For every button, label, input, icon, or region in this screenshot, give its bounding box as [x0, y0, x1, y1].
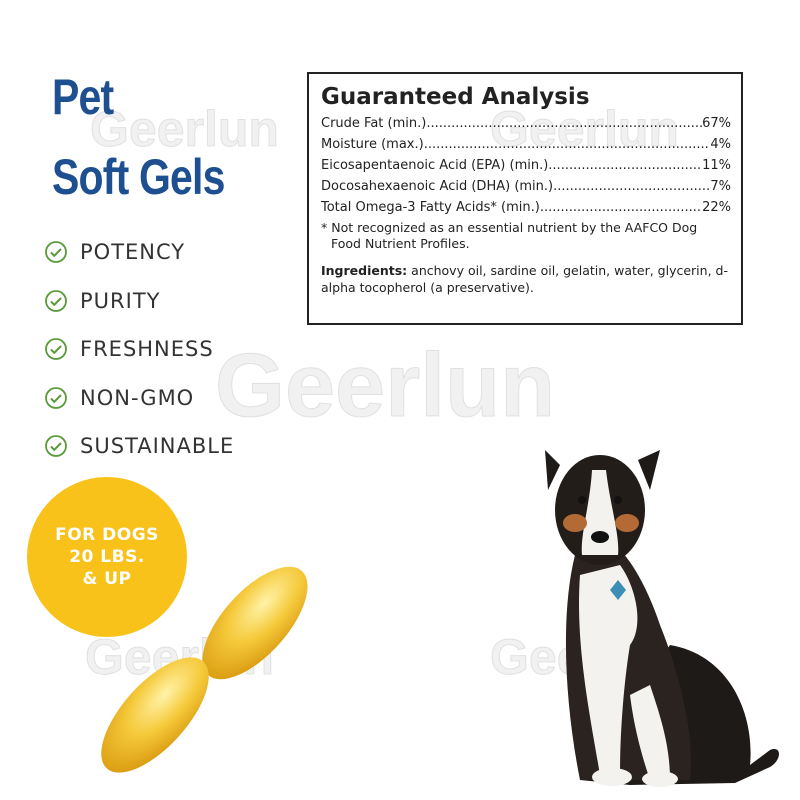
analysis-footnote: * Not recognized as an essential nutrien…: [321, 220, 698, 251]
softgel-capsules-image: [101, 566, 308, 773]
feature-label: NON-GMO: [80, 385, 195, 410]
softgel: [202, 566, 308, 680]
feature-label: SUSTAINABLE: [80, 434, 235, 459]
heading-pet: Pet: [52, 69, 114, 125]
feature-item: POTENCY: [44, 228, 234, 277]
check-circle-icon: [45, 289, 67, 312]
row-value: 4%: [710, 137, 731, 152]
ingredients-label: Ingredients:: [321, 263, 408, 278]
check-circle-icon: [45, 435, 67, 458]
guaranteed-analysis-panel: Guaranteed Analysis Crude Fat (min.)67% …: [307, 72, 743, 325]
analysis-title: Guaranteed Analysis: [321, 84, 590, 110]
row-value: 22%: [702, 200, 731, 215]
row-label: Eicosapentaenoic Acid (EPA) (min.): [321, 158, 549, 173]
feature-label: POTENCY: [80, 240, 186, 265]
row-value: 7%: [710, 179, 731, 194]
row-value: 67%: [702, 116, 731, 131]
ingredients: Ingredients: anchovy oil, sardine oil, g…: [321, 262, 731, 296]
dog-image: [545, 450, 779, 787]
check-circle-icon: [45, 241, 67, 264]
check-circle-icon: [45, 386, 67, 409]
check-circle-icon: [45, 338, 67, 361]
softgel: [101, 657, 209, 773]
feature-item: NON-GMO: [44, 374, 234, 423]
badge-line: 20 LBS.: [69, 547, 145, 567]
feature-list: POTENCY PURITY FRESHNESS NON-GMO SUSTAIN…: [44, 228, 234, 471]
row-label: Docosahexaenoic Acid (DHA) (min.): [321, 179, 554, 194]
feature-label: PURITY: [80, 288, 161, 313]
feature-item: SUSTAINABLE: [44, 422, 234, 471]
analysis-row: Moisture (max.) 4%: [321, 134, 731, 155]
row-label: Moisture (max.): [321, 137, 424, 152]
analysis-row: Total Omega-3 Fatty Acids* (min.) 22%: [321, 197, 731, 218]
feature-label: FRESHNESS: [80, 337, 214, 362]
heading-soft-gels: Soft Gels: [52, 149, 225, 205]
row-label: Total Omega-3 Fatty Acids* (min.): [321, 200, 540, 215]
row-value: 11%: [702, 158, 731, 173]
row-label: Crude Fat (min.): [321, 116, 427, 131]
feature-item: FRESHNESS: [44, 325, 234, 374]
ingredients-text: anchovy oil, sardine oil, gelatin, water…: [321, 263, 728, 295]
watermark: Geerlun: [214, 336, 556, 437]
analysis-row: Docosahexaenoic Acid (DHA) (min.) 7%: [321, 176, 731, 197]
feature-item: PURITY: [44, 277, 234, 326]
analysis-row: Crude Fat (min.) 67%: [321, 113, 731, 134]
badge-line: & UP: [82, 569, 132, 589]
dog-size-badge: FOR DOGS 20 LBS. & UP: [27, 477, 187, 637]
badge-line: FOR DOGS: [55, 525, 159, 545]
analysis-row: Eicosapentaenoic Acid (EPA) (min.) 11%: [321, 155, 731, 176]
